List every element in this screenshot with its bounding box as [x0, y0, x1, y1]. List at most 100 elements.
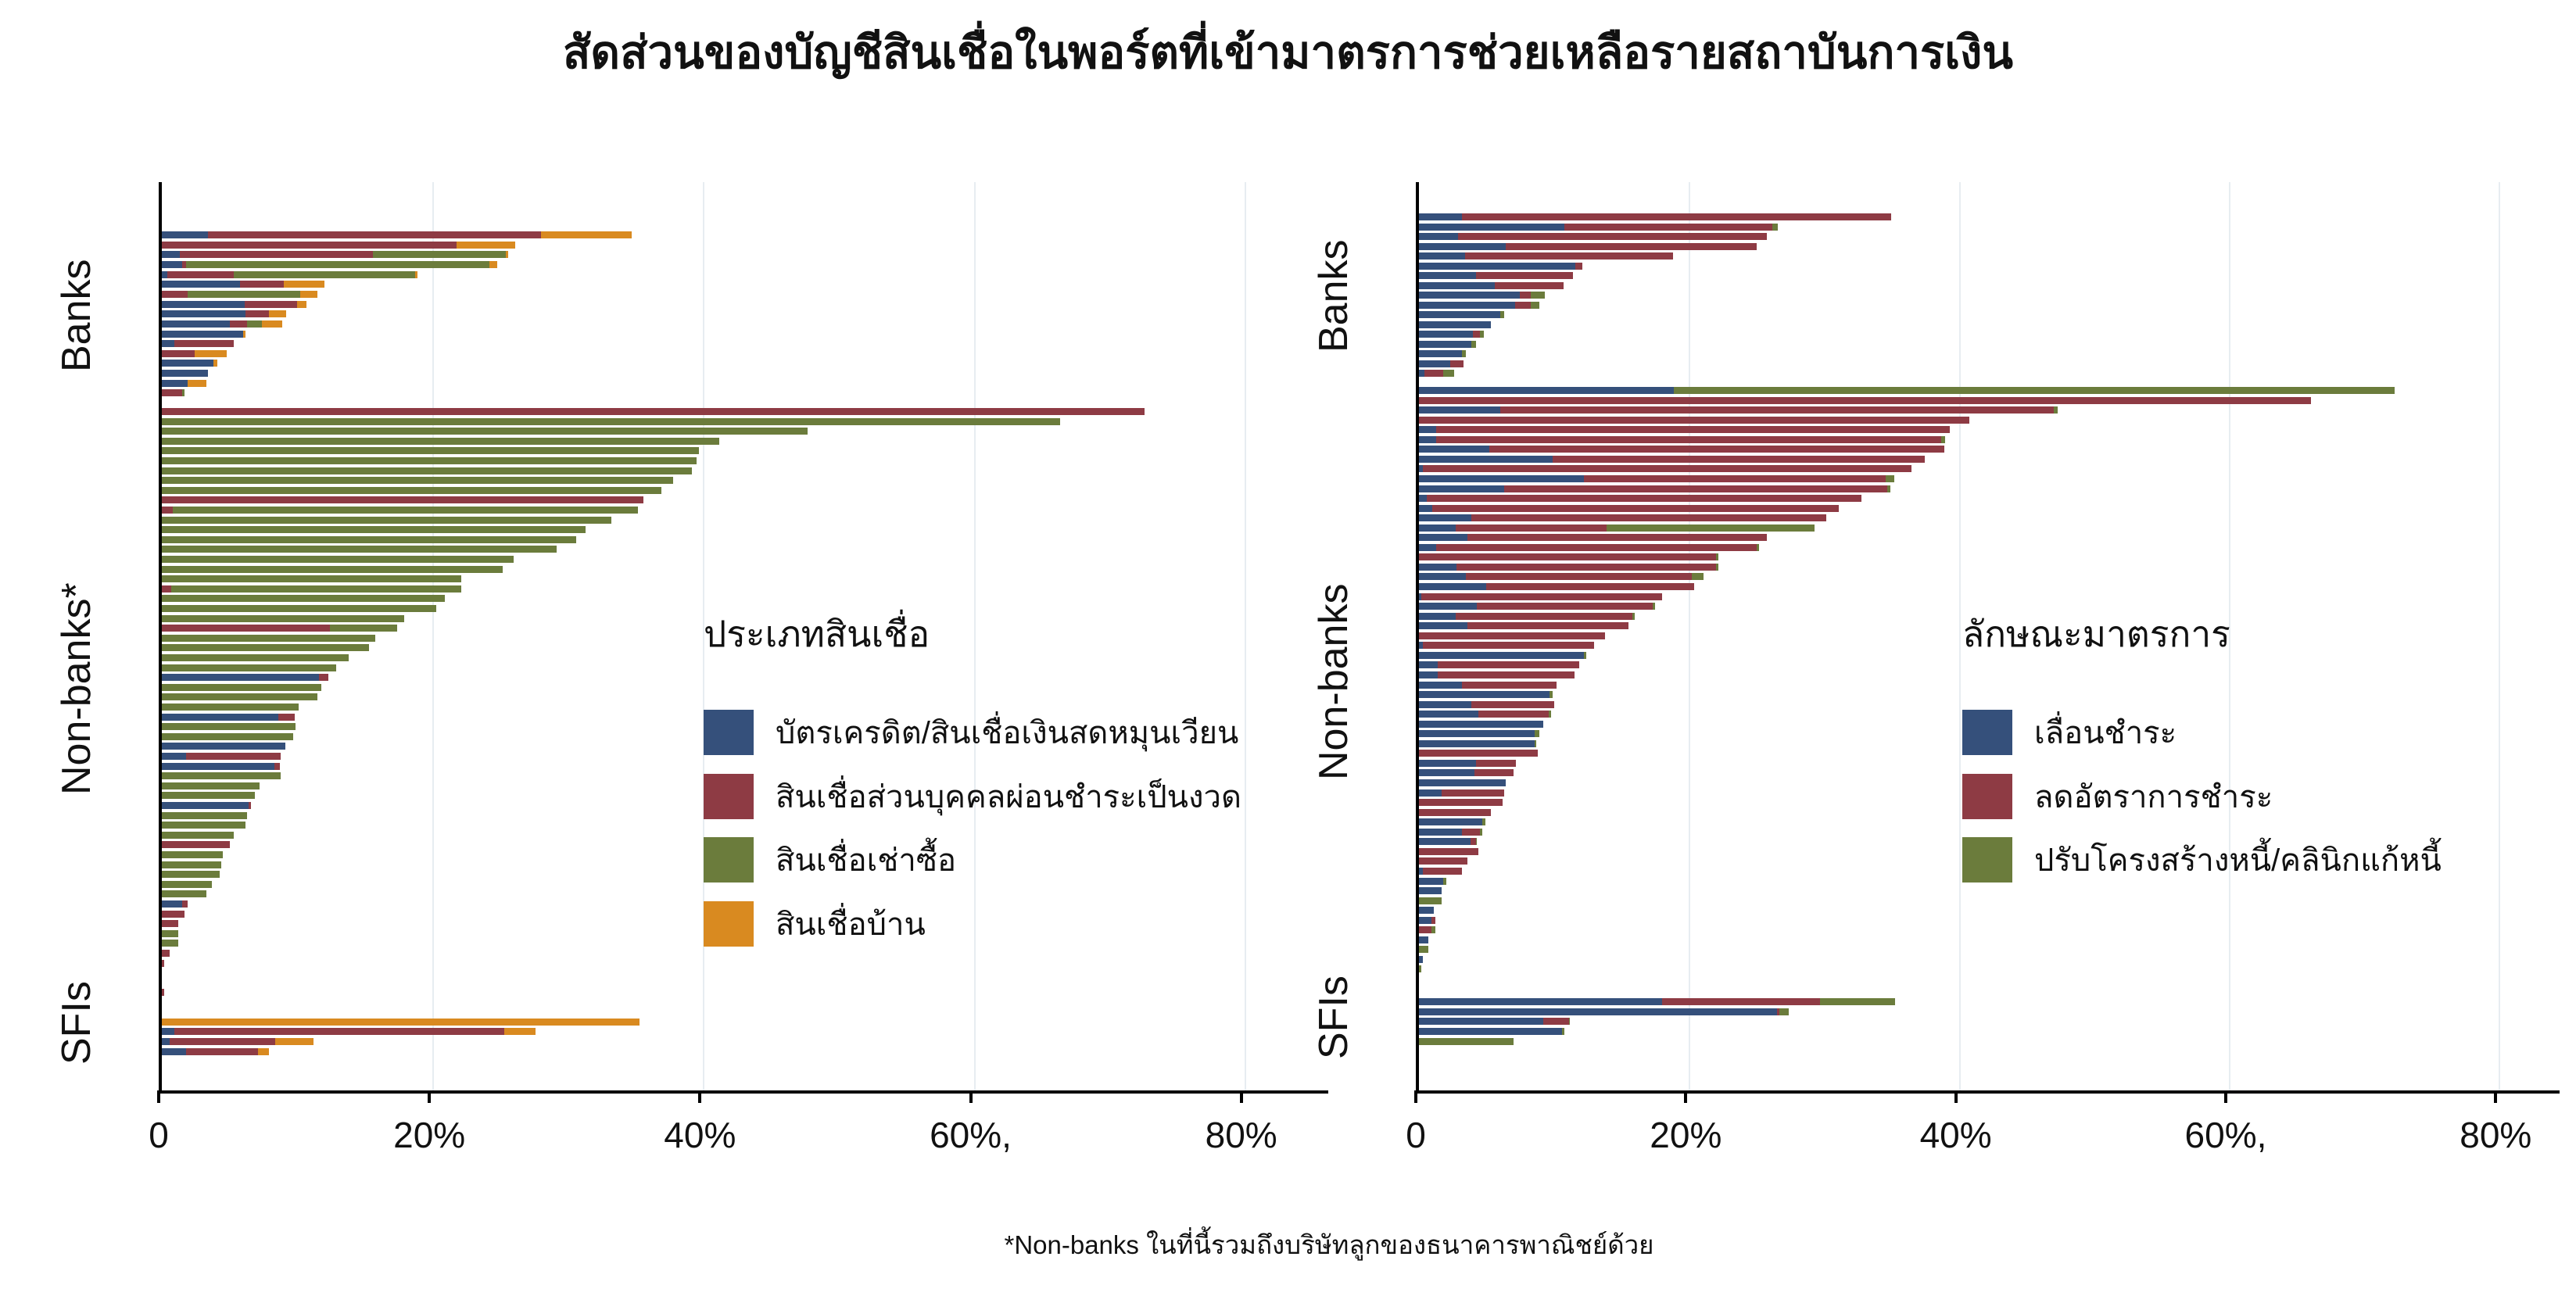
bar-segment — [233, 270, 415, 278]
bar-segment — [1436, 435, 1942, 443]
bar-segment — [1419, 691, 1550, 699]
bar-segment — [162, 880, 213, 888]
bar-segment — [1419, 632, 1606, 639]
right-chart-plot-area — [1416, 182, 2560, 1094]
bar-segment — [1776, 1008, 1779, 1015]
bar-segment — [1449, 360, 1464, 367]
x-tick-label: 40% — [1919, 1115, 1992, 1155]
bar-segment — [1568, 1018, 1571, 1026]
bar-segment — [162, 585, 172, 593]
bar-row — [162, 270, 418, 278]
bar-segment — [171, 585, 461, 593]
bar-row — [162, 959, 165, 967]
bar-segment — [187, 290, 300, 298]
section-banks — [162, 231, 1328, 399]
bar-segment — [1462, 828, 1480, 836]
bar-segment — [1419, 534, 1468, 542]
bar-row — [162, 526, 586, 534]
legend-swatch — [704, 900, 754, 947]
bar-row — [1419, 1018, 1571, 1026]
bar-row — [162, 871, 220, 879]
bar-segment — [1419, 281, 1495, 289]
bar-segment — [1419, 573, 1467, 581]
bar-row — [1419, 262, 1582, 270]
bar-segment — [1419, 495, 1428, 503]
bar-row — [162, 241, 515, 249]
bar-segment — [1419, 661, 1438, 669]
x-tick-mark — [698, 1090, 702, 1103]
legend-item: สินเชื่อส่วนบุคคลผ่อนชำระเป็นงวด — [704, 772, 1241, 822]
bar-row — [162, 251, 509, 259]
bar-row — [1419, 671, 1575, 678]
bar-row — [162, 811, 248, 819]
bar-row — [162, 674, 328, 682]
bar-row — [162, 614, 404, 622]
bar-segment — [1419, 593, 1422, 600]
bar-segment — [162, 625, 330, 632]
bar-row — [162, 546, 557, 553]
bar-segment — [1564, 223, 1773, 231]
bar-segment — [505, 251, 509, 259]
bar-row — [162, 1018, 640, 1026]
bar-segment — [162, 664, 337, 671]
bar-segment — [1419, 504, 1433, 512]
bar-segment — [162, 486, 661, 494]
legend-item: บัตรเครดิต/สินเชื่อเงินสดหมุนเวียน — [704, 707, 1238, 757]
bar-segment — [283, 281, 324, 288]
bar-row — [1419, 504, 1839, 512]
bar-segment — [1419, 759, 1476, 767]
bar-segment — [1442, 789, 1504, 797]
bar-segment — [1419, 350, 1463, 357]
bar-segment — [162, 428, 808, 435]
bar-segment — [162, 762, 274, 770]
bar-row — [162, 713, 295, 721]
bar-segment — [1419, 272, 1476, 279]
section-sfis — [162, 988, 1328, 1058]
bar-segment — [1419, 583, 1487, 590]
bar-row — [162, 950, 170, 957]
bar-segment — [162, 910, 185, 918]
bar-segment — [1419, 671, 1438, 678]
bar-segment — [162, 861, 222, 868]
bar-segment — [162, 340, 174, 348]
bar-segment — [1419, 828, 1463, 836]
bar-row — [162, 535, 576, 543]
bar-row — [162, 507, 639, 514]
bar-row — [1419, 426, 1950, 434]
gridline-60 — [2228, 182, 2230, 1090]
bar-segment — [1424, 370, 1444, 377]
bar-segment — [1419, 455, 1553, 463]
legend-item: ปรับโครงสร้างหนี้/คลินิกแก้หนี้ — [1962, 835, 2442, 885]
bar-segment — [162, 526, 586, 534]
bar-segment — [1419, 965, 1422, 973]
x-tick-label: 20% — [1650, 1115, 1722, 1155]
y-category-label-banks: Banks — [54, 259, 99, 372]
bar-row — [1419, 534, 1768, 542]
legend-label: สินเชื่อส่วนบุคคลผ่อนชำระเป็นงวด — [776, 779, 1241, 814]
bar-segment — [207, 231, 541, 238]
bar-segment — [162, 535, 576, 543]
bar-row — [1419, 632, 1606, 639]
bar-row — [162, 340, 234, 348]
bar-row — [162, 762, 280, 770]
bar-segment — [162, 811, 248, 819]
bar-segment — [162, 723, 296, 731]
bar-row — [1419, 281, 1564, 289]
bar-row — [1419, 465, 1912, 473]
bar-segment — [1436, 426, 1950, 434]
bar-row — [162, 595, 445, 603]
bar-segment — [1419, 465, 1424, 473]
bar-segment — [162, 1037, 170, 1045]
bar-row — [162, 281, 324, 288]
bar-segment — [1419, 622, 1468, 630]
bar-segment — [1419, 867, 1424, 875]
legend-item: เลื่อนชำระ — [1962, 707, 2177, 757]
legend-item: สินเชื่อบ้าน — [704, 899, 926, 949]
bar-row — [1419, 455, 1926, 463]
bar-segment — [162, 1047, 187, 1055]
bar-segment — [1419, 406, 1500, 414]
bar-segment — [1423, 867, 1463, 875]
bar-segment — [1427, 495, 1862, 503]
bar-row — [1419, 301, 1539, 309]
bar-segment — [162, 772, 281, 780]
